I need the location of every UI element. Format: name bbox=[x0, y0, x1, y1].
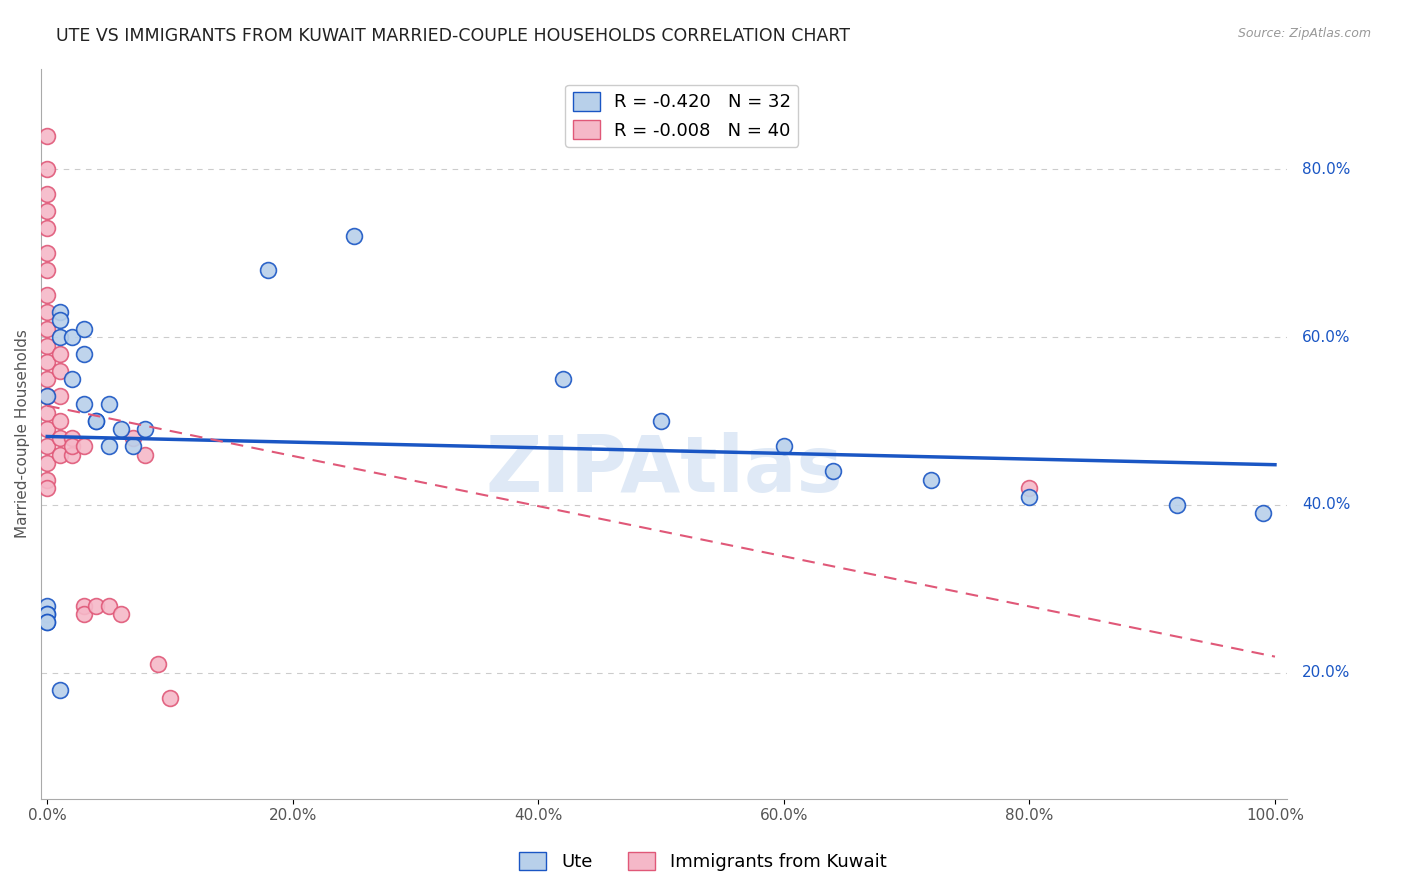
Point bbox=[37, 439, 59, 453]
Point bbox=[37, 599, 59, 613]
Legend: Ute, Immigrants from Kuwait: Ute, Immigrants from Kuwait bbox=[512, 845, 894, 879]
Point bbox=[343, 229, 366, 244]
Text: Source: ZipAtlas.com: Source: ZipAtlas.com bbox=[1237, 27, 1371, 40]
Point bbox=[773, 439, 796, 453]
Point bbox=[1018, 490, 1040, 504]
Point bbox=[37, 422, 59, 436]
Point bbox=[920, 473, 942, 487]
Point bbox=[37, 473, 59, 487]
Point bbox=[60, 372, 83, 386]
Point bbox=[73, 599, 96, 613]
Point bbox=[110, 607, 132, 621]
Point bbox=[48, 389, 70, 403]
Point bbox=[48, 448, 70, 462]
Point bbox=[37, 406, 59, 420]
Text: 40.0%: 40.0% bbox=[1302, 498, 1351, 513]
Point bbox=[48, 305, 70, 319]
Point bbox=[97, 397, 120, 411]
Point bbox=[37, 322, 59, 336]
Point bbox=[1018, 481, 1040, 495]
Point bbox=[159, 691, 181, 706]
Point bbox=[37, 263, 59, 277]
Text: 80.0%: 80.0% bbox=[1302, 161, 1351, 177]
Point bbox=[48, 347, 70, 361]
Point bbox=[37, 246, 59, 260]
Point bbox=[1251, 507, 1274, 521]
Point bbox=[37, 221, 59, 235]
Point bbox=[86, 414, 108, 428]
Point bbox=[821, 464, 844, 478]
Point bbox=[48, 330, 70, 344]
Point bbox=[37, 389, 59, 403]
Point bbox=[37, 355, 59, 369]
Point bbox=[37, 607, 59, 621]
Point bbox=[86, 599, 108, 613]
Text: 60.0%: 60.0% bbox=[1302, 330, 1351, 344]
Point bbox=[86, 414, 108, 428]
Point bbox=[73, 397, 96, 411]
Point bbox=[37, 372, 59, 386]
Point bbox=[37, 204, 59, 219]
Point bbox=[60, 431, 83, 445]
Point bbox=[134, 422, 156, 436]
Point bbox=[48, 364, 70, 378]
Point bbox=[97, 439, 120, 453]
Point bbox=[37, 615, 59, 630]
Point bbox=[37, 305, 59, 319]
Point bbox=[37, 187, 59, 202]
Point bbox=[37, 162, 59, 177]
Point bbox=[37, 128, 59, 143]
Point bbox=[60, 448, 83, 462]
Point bbox=[1166, 498, 1188, 512]
Point bbox=[37, 607, 59, 621]
Point bbox=[60, 330, 83, 344]
Point bbox=[122, 431, 145, 445]
Point bbox=[73, 347, 96, 361]
Point bbox=[60, 439, 83, 453]
Point bbox=[37, 481, 59, 495]
Point bbox=[37, 456, 59, 470]
Point bbox=[134, 448, 156, 462]
Point bbox=[73, 322, 96, 336]
Point bbox=[48, 414, 70, 428]
Point bbox=[97, 599, 120, 613]
Point bbox=[48, 313, 70, 327]
Point bbox=[48, 682, 70, 697]
Text: UTE VS IMMIGRANTS FROM KUWAIT MARRIED-COUPLE HOUSEHOLDS CORRELATION CHART: UTE VS IMMIGRANTS FROM KUWAIT MARRIED-CO… bbox=[56, 27, 851, 45]
Point bbox=[122, 439, 145, 453]
Point bbox=[37, 389, 59, 403]
Point bbox=[257, 263, 280, 277]
Text: 20.0%: 20.0% bbox=[1302, 665, 1351, 681]
Point bbox=[37, 338, 59, 352]
Text: ZIPAtlas: ZIPAtlas bbox=[485, 432, 844, 508]
Point bbox=[37, 615, 59, 630]
Point bbox=[73, 439, 96, 453]
Point bbox=[650, 414, 672, 428]
Point bbox=[73, 607, 96, 621]
Legend: R = -0.420   N = 32, R = -0.008   N = 40: R = -0.420 N = 32, R = -0.008 N = 40 bbox=[565, 85, 799, 147]
Point bbox=[110, 422, 132, 436]
Point bbox=[48, 431, 70, 445]
Point bbox=[551, 372, 574, 386]
Point bbox=[146, 657, 169, 672]
Point bbox=[37, 288, 59, 302]
Y-axis label: Married-couple Households: Married-couple Households bbox=[15, 329, 30, 538]
